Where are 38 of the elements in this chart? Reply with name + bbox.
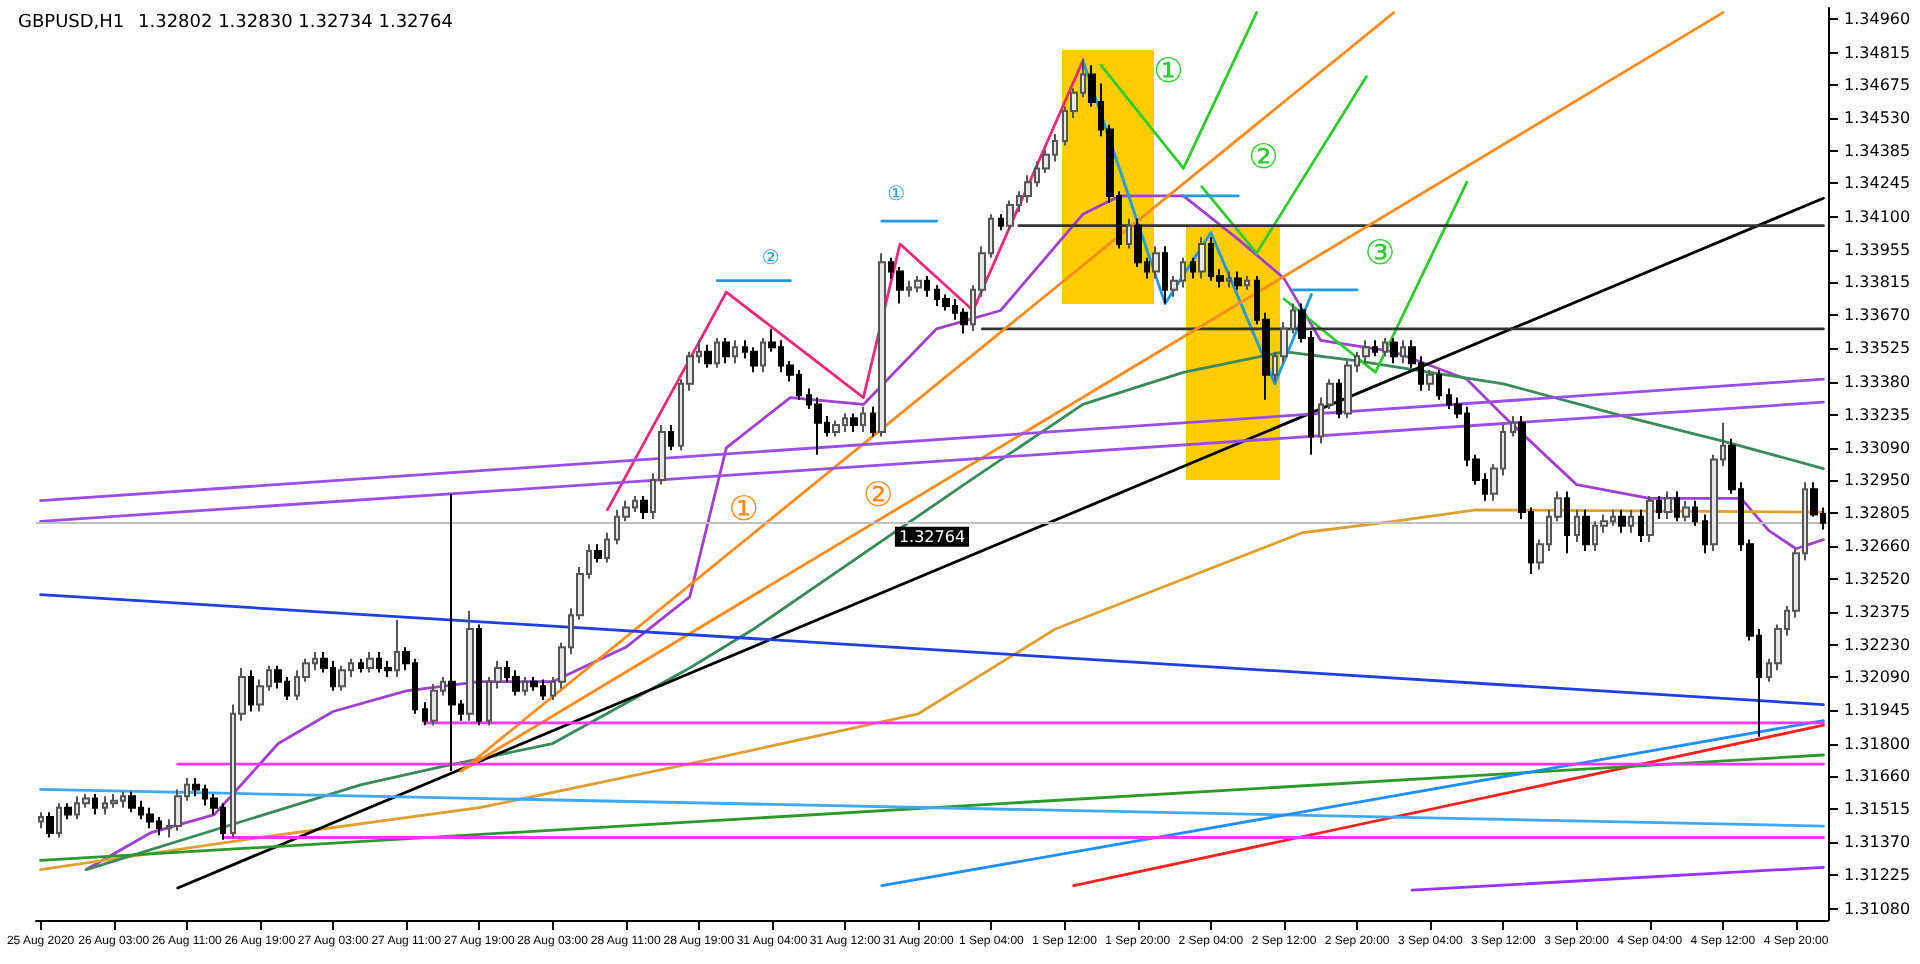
y-tick-label: 1.32090 (1844, 668, 1911, 687)
y-tick-label: 1.32230 (1844, 636, 1911, 655)
y-tick-label: 1.34245 (1844, 174, 1911, 193)
y-tick-label: 1.32520 (1844, 569, 1911, 588)
y-tick-label: 1.31660 (1844, 766, 1911, 785)
y-tick-label: 1.33235 (1844, 405, 1911, 424)
ref-line-label: 1.32764 (898, 527, 966, 546)
y-tick-label: 1.33380 (1844, 372, 1911, 391)
y-tick-label: 1.33670 (1844, 306, 1911, 325)
annotation: ① (728, 489, 760, 530)
y-tick-label: 1.31800 (1844, 734, 1911, 753)
y-tick-label: 1.31225 (1844, 866, 1911, 885)
annotation: ② (761, 247, 780, 270)
y-tick-label: 1.33955 (1844, 240, 1911, 259)
y-tick-label: 1.32950 (1844, 471, 1911, 490)
y-tick-label: 1.32805 (1844, 504, 1911, 523)
chart-title: GBPUSD,H1 (18, 13, 125, 33)
annotation: ① (1153, 51, 1184, 92)
annotation: ① (887, 183, 906, 206)
y-tick-label: 1.34960 (1844, 10, 1911, 29)
annotation: ② (1248, 138, 1279, 179)
y-tick-label: 1.34675 (1844, 75, 1911, 94)
y-tick-label: 1.34385 (1844, 142, 1911, 161)
y-tick-label: 1.34530 (1844, 108, 1911, 127)
y-tick-label: 1.31515 (1844, 799, 1911, 818)
y-tick-label: 1.31080 (1844, 899, 1911, 918)
y-tick-label: 1.33815 (1844, 272, 1911, 291)
y-tick-label: 1.33090 (1844, 438, 1911, 457)
y-tick-label: 1.34100 (1844, 207, 1911, 226)
y-tick-label: 1.33525 (1844, 339, 1911, 358)
annotation: ② (862, 475, 894, 516)
y-tick-label: 1.32660 (1844, 537, 1911, 556)
chart-subtitle: 1.32802 1.32830 1.32734 1.32764 (138, 13, 454, 33)
annotation: ③ (1364, 234, 1396, 275)
y-tick-label: 1.32375 (1844, 602, 1911, 621)
y-tick-label: 1.34815 (1844, 43, 1911, 62)
y-tick-label: 1.31945 (1844, 701, 1911, 720)
y-tick-label: 1.31370 (1844, 833, 1911, 852)
